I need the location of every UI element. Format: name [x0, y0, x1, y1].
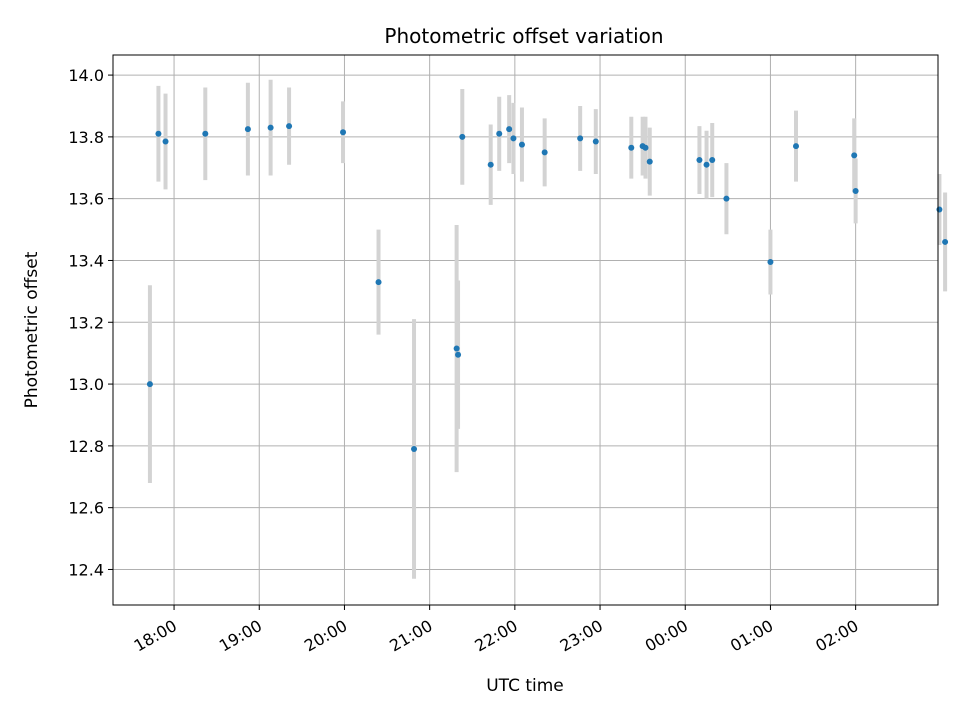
data-point [459, 133, 466, 140]
data-point [541, 149, 548, 156]
data-point [340, 129, 347, 136]
y-tick-label: 13.4 [68, 251, 104, 270]
data-point [375, 279, 382, 286]
data-point [577, 135, 584, 142]
y-tick-label: 12.8 [68, 437, 104, 456]
data-point [851, 152, 858, 159]
grid [113, 55, 938, 605]
data-point [146, 381, 153, 388]
data-point [696, 157, 703, 164]
data-point [455, 351, 462, 358]
data-point [709, 157, 716, 164]
data-point [628, 144, 635, 151]
chart-title: Photometric offset variation [384, 24, 663, 48]
data-point [942, 238, 949, 245]
data-point [518, 141, 525, 148]
y-tick-label: 12.6 [68, 499, 104, 518]
data-point [411, 445, 418, 452]
data-point [202, 130, 209, 137]
data-point [646, 158, 653, 165]
data-point [642, 144, 649, 151]
data-point [723, 195, 730, 202]
y-tick-label: 13.2 [68, 313, 104, 332]
y-tick-label: 14.0 [68, 66, 104, 85]
data-point [936, 206, 943, 213]
data-point [767, 259, 774, 266]
data-point [162, 138, 169, 145]
plot-frame [112, 54, 939, 606]
data-point [155, 130, 162, 137]
y-tick-label: 13.0 [68, 375, 104, 394]
data-point [592, 138, 599, 145]
data-point [510, 135, 517, 142]
data-point [852, 187, 859, 194]
y-axis-ticks: 12.4 12.6 12.8 13.0 13.2 13.4 13.6 13.8 14.0 [68, 66, 113, 579]
data-point [267, 124, 274, 131]
data-point [453, 345, 460, 352]
y-tick-label: 13.6 [68, 190, 104, 209]
data-point [487, 161, 494, 168]
data-point [506, 126, 513, 133]
data-points [146, 123, 949, 452]
data-point [244, 126, 251, 133]
y-tick-label: 12.4 [68, 560, 104, 579]
y-tick-label: 13.8 [68, 128, 104, 147]
data-point [793, 143, 800, 150]
data-point [703, 161, 710, 168]
data-point [286, 123, 293, 130]
y-axis-label: Photometric offset [22, 251, 42, 408]
data-point [496, 130, 503, 137]
x-axis-label: UTC time [486, 676, 564, 696]
